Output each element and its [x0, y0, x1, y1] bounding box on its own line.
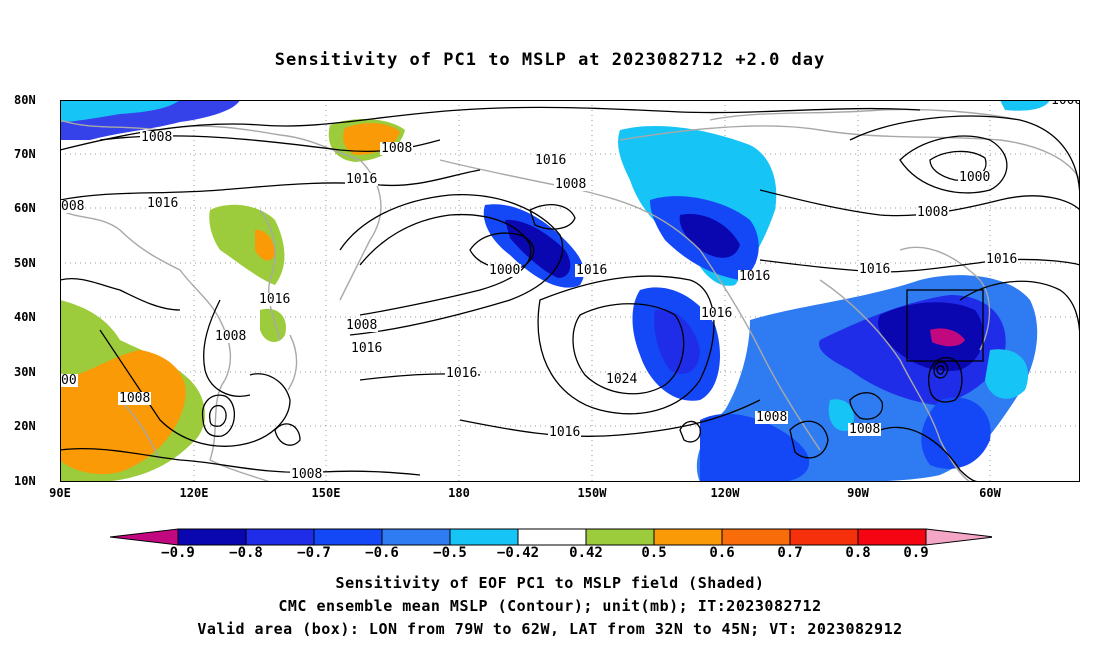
colorbar-segment [857, 528, 927, 546]
colorbar-label: −0.7 [297, 545, 331, 561]
lat-label: 40N [14, 310, 36, 324]
colorbar-segment [245, 528, 315, 546]
map-field [60, 100, 1080, 482]
contour-label: 1008 [140, 130, 174, 145]
contour-label: 1016 [548, 425, 582, 440]
colorbar-segment [381, 528, 451, 546]
colorbar [109, 528, 995, 550]
contour-label: 1024 [605, 372, 639, 387]
contour-label: 1008 [118, 391, 152, 406]
colorbar-segment [517, 528, 587, 546]
lat-label: 80N [14, 93, 36, 107]
contour-label: 1008 [848, 422, 882, 437]
colorbar-segment [721, 528, 791, 546]
colorbar-label: 0.42 [569, 545, 603, 561]
caption-line-2: CMC ensemble mean MSLP (Contour); unit(m… [278, 597, 822, 615]
contour-label: 1016 [258, 292, 292, 307]
lat-label: 60N [14, 201, 36, 215]
map-frame [60, 100, 1080, 482]
lat-label: 30N [14, 365, 36, 379]
lon-label: 150E [311, 486, 341, 500]
contour-label: 1016 [985, 252, 1019, 267]
mslp-contours [60, 106, 1080, 482]
colorbar-segment [449, 528, 519, 546]
lat-label: 50N [14, 256, 36, 270]
colorbar-label: −0.8 [229, 545, 263, 561]
colorbar-label: 0.8 [845, 545, 871, 561]
contour-label: 008 [60, 199, 86, 214]
contour-label: 1008 [1050, 100, 1080, 107]
lon-label: 150W [577, 486, 607, 500]
contour-label: 1016 [858, 262, 892, 277]
caption-line-3: Valid area (box): LON from 79W to 62W, L… [197, 620, 903, 638]
contour-label: 1008 [916, 205, 950, 220]
contour-label: 1016 [534, 153, 568, 168]
lon-label: 90E [49, 486, 71, 500]
lon-label: 180 [448, 486, 470, 500]
valid-area-box [906, 289, 984, 362]
map-panel: 1008 1008 1016 1016 1008 008 1016 1000 1… [60, 100, 1080, 482]
contour-label: 1008 [755, 410, 789, 425]
sensitivity-shading [60, 100, 1050, 482]
contour-label: 1008 [214, 329, 248, 344]
colorbar-label: −0.42 [496, 545, 540, 561]
lon-label: 60W [979, 486, 1001, 500]
colorbar-segment [789, 528, 859, 546]
contour-label: 1008 [380, 141, 414, 156]
colorbar-segment [925, 528, 995, 546]
contour-label: 1016 [445, 366, 479, 381]
contour-label: 1008 [554, 177, 588, 192]
colorbar-label: −0.5 [433, 545, 467, 561]
contour-label: 1016 [345, 172, 379, 187]
colorbar-label: 0.6 [709, 545, 735, 561]
caption-line-1: Sensitivity of EOF PC1 to MSLP field (Sh… [335, 574, 765, 592]
colorbar-label: 0.5 [641, 545, 667, 561]
lat-label: 20N [14, 419, 36, 433]
contour-label: 1008 [290, 467, 324, 482]
lon-label: 120E [179, 486, 209, 500]
colorbar-segment [177, 528, 247, 546]
lon-label: 90W [847, 486, 869, 500]
contour-label: 00 [60, 373, 78, 388]
contour-label: 1008 [345, 318, 379, 333]
lon-label: 120W [710, 486, 740, 500]
plot-title: Sensitivity of PC1 to MSLP at 2023082712… [274, 50, 826, 70]
colorbar-label: −0.9 [161, 545, 195, 561]
lat-label: 10N [14, 474, 36, 488]
contour-label: 1016 [700, 306, 734, 321]
lat-label: 70N [14, 147, 36, 161]
colorbar-label: 0.9 [903, 545, 929, 561]
colorbar-segment [109, 528, 179, 546]
colorbar-label: 0.7 [777, 545, 803, 561]
contour-label: 1000 [958, 170, 992, 185]
contour-label: 1016 [738, 269, 772, 284]
colorbar-segment [653, 528, 723, 546]
contour-label: 1016 [146, 196, 180, 211]
contour-label: 1016 [350, 341, 384, 356]
contour-label: 1000 [488, 263, 522, 278]
colorbar-segment [313, 528, 383, 546]
colorbar-bar [109, 528, 995, 546]
contour-label: 1016 [575, 263, 609, 278]
colorbar-segment [585, 528, 655, 546]
colorbar-label: −0.6 [365, 545, 399, 561]
